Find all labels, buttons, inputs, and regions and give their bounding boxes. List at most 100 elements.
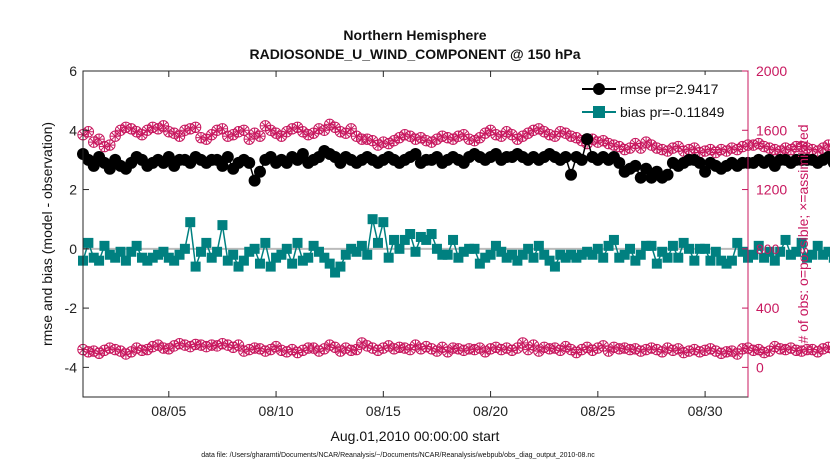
bias-point — [228, 249, 239, 260]
bias-point — [807, 249, 818, 260]
bias-point — [828, 252, 830, 263]
bias-point — [769, 255, 780, 266]
bias-point — [126, 246, 137, 257]
legend-bias-label: bias pr=-0.11849 — [620, 104, 725, 120]
obs-count-point — [141, 343, 154, 356]
bias-point — [297, 255, 308, 266]
obs-cross-d2 — [786, 145, 795, 154]
bias-point — [222, 255, 233, 266]
rmse-point — [699, 165, 712, 178]
obs-cross-d2 — [191, 123, 200, 132]
bias-point — [104, 249, 115, 260]
obs-circle — [104, 139, 116, 151]
obs-cross-d2 — [615, 142, 624, 151]
bias-point — [812, 240, 823, 251]
obs-cross-d2 — [229, 130, 238, 139]
obs-cross-d2 — [556, 346, 565, 355]
rmse-point — [221, 150, 234, 163]
y-right-tick-label: 1200 — [756, 182, 787, 198]
y-axis-right-label: # of obs: o=possible; ×=assimilated — [795, 124, 811, 343]
bias-point — [721, 258, 732, 269]
obs-cross-d2 — [432, 135, 441, 144]
bias-point — [539, 249, 550, 260]
bias-point — [303, 252, 314, 263]
bias-point — [507, 249, 518, 260]
obs-cross-d2 — [105, 141, 114, 150]
obs-cross-d2 — [459, 130, 468, 139]
bias-point — [818, 249, 829, 260]
bias-point — [641, 240, 652, 251]
rmse-point — [162, 150, 175, 163]
y-right-tick-label: 0 — [756, 359, 764, 375]
obs-count-point — [238, 124, 250, 136]
y-right-tick-label: 800 — [756, 241, 780, 257]
obs-cross-d2 — [604, 347, 613, 356]
rmse-point — [661, 168, 674, 181]
bias-point — [458, 246, 469, 257]
y-left-tick-label: -2 — [65, 300, 78, 316]
obs-cross-d2 — [813, 347, 822, 356]
bias-point — [780, 234, 791, 245]
obs-cross-d2 — [508, 130, 516, 139]
bias-point — [99, 240, 110, 251]
obs-cross-d2 — [154, 341, 163, 350]
obs-cross-d2 — [550, 132, 559, 141]
x-axis-label: Aug.01,2010 00:00:00 start — [331, 428, 500, 444]
obs-count-point — [141, 124, 154, 136]
obs-count-point — [828, 345, 830, 354]
obs-cross-d2 — [127, 347, 136, 356]
bias-point — [598, 252, 609, 263]
obs-count-point — [356, 337, 368, 349]
obs-cross-d2 — [256, 132, 264, 141]
obs-cross-d2 — [143, 126, 152, 135]
bias-point — [592, 243, 603, 254]
x-tick-label: 08/20 — [473, 403, 508, 419]
obs-cross-d2 — [475, 133, 484, 142]
bias-point — [260, 237, 271, 248]
rmse-point — [243, 156, 256, 169]
obs-cross-d2 — [207, 130, 216, 139]
obs-cross-d2 — [524, 129, 533, 138]
bias-point — [206, 252, 217, 263]
obs-cross-d2 — [475, 344, 484, 353]
bias-point — [217, 220, 228, 231]
obs-cross-d2 — [727, 347, 736, 356]
obs-count-point — [216, 123, 229, 135]
bias-point — [823, 246, 830, 257]
rmse-point — [248, 174, 261, 187]
obs-cross-d2 — [776, 147, 785, 155]
assimilated-obs-markers — [77, 337, 830, 360]
bias-point — [437, 249, 448, 260]
bias-point — [169, 255, 180, 266]
obs-cross-d2 — [250, 129, 259, 138]
rmse-point — [87, 159, 100, 172]
obs-cross-d2 — [331, 123, 340, 132]
obs-cross-d2 — [320, 344, 329, 353]
obs-cross-d2 — [341, 129, 350, 138]
obs-cross-d2 — [663, 147, 672, 155]
rmse-point — [575, 153, 588, 166]
bias-point — [469, 243, 480, 254]
bias-point — [464, 243, 475, 254]
x-tick-label: 08/10 — [259, 403, 294, 419]
bias-point — [651, 258, 662, 269]
bias-point — [614, 252, 625, 263]
obs-cross-d2 — [481, 347, 490, 356]
rmse-point — [103, 162, 116, 175]
obs-cross-d2 — [733, 145, 742, 154]
obs-circle — [822, 341, 830, 354]
bias-point — [759, 252, 770, 263]
obs-cross-d2 — [293, 123, 302, 132]
obs-cross-d2 — [449, 135, 457, 144]
obs-count-point — [152, 339, 164, 351]
bias-point — [287, 258, 298, 269]
obs-cross-d2 — [261, 121, 270, 130]
obs-cross-d2 — [754, 345, 763, 354]
obs-count-point — [114, 124, 127, 136]
possible-obs-markers — [77, 118, 830, 159]
y-right-tick-label: 2000 — [756, 63, 787, 79]
obs-count-point — [350, 343, 363, 356]
obs-cross-d2 — [138, 130, 146, 139]
rmse-point — [409, 147, 422, 160]
rmse-point — [296, 147, 309, 160]
